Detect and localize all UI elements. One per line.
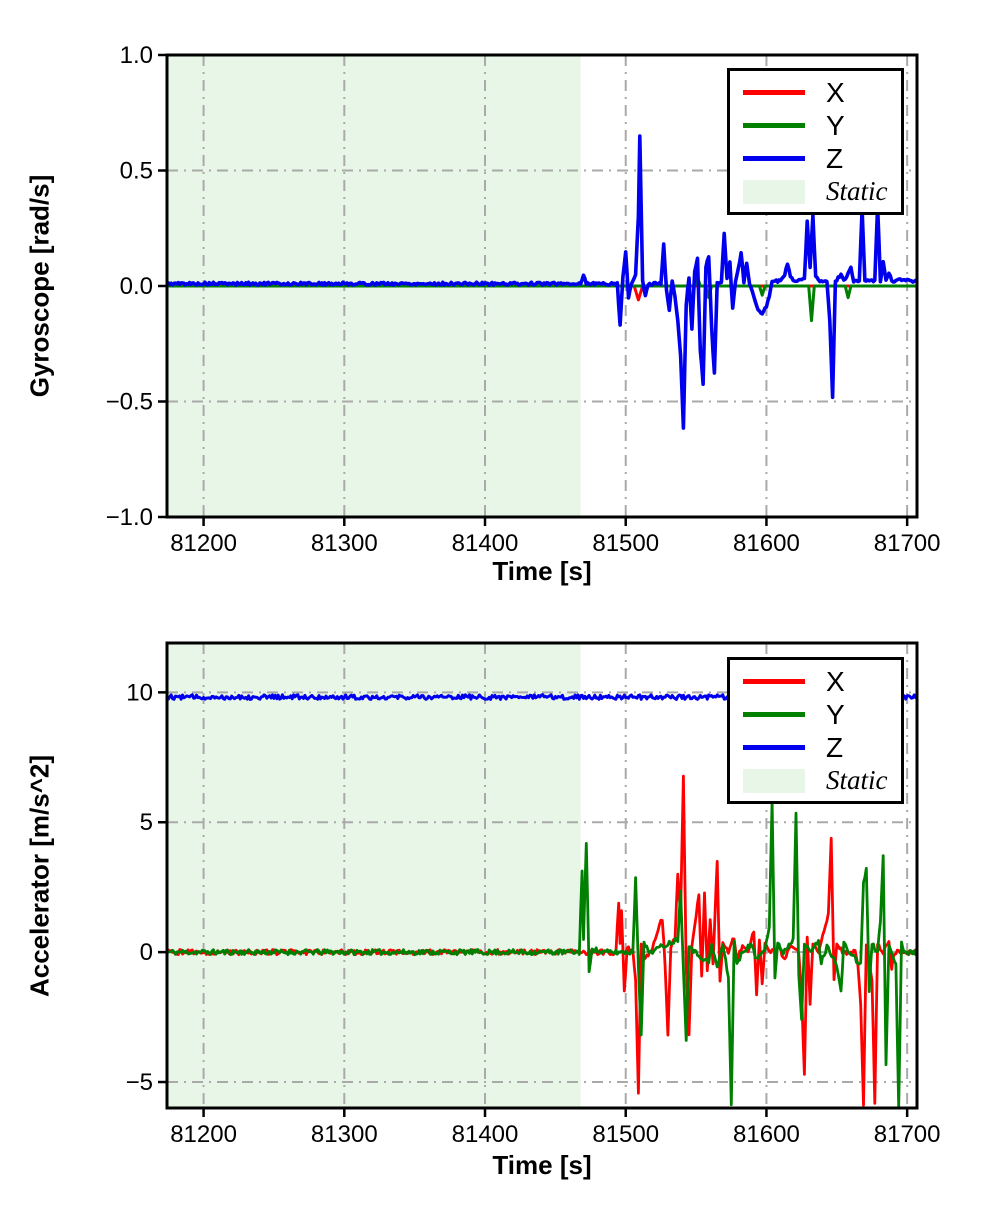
static-region	[167, 643, 581, 1108]
y-tick-label: 1.0	[120, 42, 153, 69]
legend-entry-static: Static	[730, 175, 901, 208]
y-tick-label: 5	[140, 809, 153, 836]
legend-label-z: Z	[826, 731, 844, 763]
legend-entry-y: Y	[730, 698, 901, 731]
x-tick-label: 81600	[733, 1121, 800, 1148]
static-region-swatch	[743, 179, 805, 204]
y-tick-label: 10	[126, 679, 153, 706]
y-series-line-swatch	[743, 712, 805, 717]
legend-label-z: Z	[826, 142, 844, 174]
gyroscope-chart: 81200 81300 81400 81500 81600 81700 1.0 0.5 0.0 −…	[106, 42, 941, 557]
legend-entry-z: Z	[730, 731, 901, 764]
z-series-line-swatch	[743, 156, 805, 161]
legend-entry-x: X	[730, 76, 901, 109]
x-tick-label: 81300	[311, 1121, 378, 1148]
x-series-line-swatch	[743, 90, 805, 95]
legend-label-x: X	[826, 665, 845, 697]
legend-label-y: Y	[826, 698, 845, 730]
x-tick-label: 81200	[170, 1121, 237, 1148]
y-tick-label: −1.0	[106, 504, 153, 531]
x-tick-label: 81500	[592, 1121, 659, 1148]
x-series-line-swatch	[743, 679, 805, 684]
gyro-x-axis-label: Time [s]	[492, 556, 592, 586]
legend-label-y: Y	[826, 109, 845, 141]
accel-legend: X Y Z Static	[727, 657, 904, 804]
legend-entry-static: Static	[730, 764, 901, 797]
accel-x-axis-label: Time [s]	[492, 1150, 592, 1180]
x-tick-label: 81700	[874, 530, 941, 557]
y-tick-label: 0	[140, 939, 153, 966]
accel-y-axis-label: Accelerator [m/s^2]	[24, 754, 55, 998]
y-series-line-swatch	[743, 123, 805, 128]
accelerator-chart: 81200 81300 81400 81500 81600 81700 10 5 0 −5	[126, 641, 941, 1148]
x-tick-label: 81600	[733, 530, 800, 557]
series-line-z	[167, 134, 917, 430]
y-tick-label: 0.0	[120, 273, 153, 300]
gyro-y-axis-label: Gyroscope [rad/s]	[24, 174, 55, 398]
static-region-swatch	[743, 768, 805, 793]
legend-label-x: X	[826, 76, 845, 108]
x-tick-label: 81400	[452, 530, 519, 557]
x-tick-label: 81700	[874, 1121, 941, 1148]
plot-border	[165, 641, 919, 1110]
y-tick-label: −0.5	[106, 389, 153, 416]
x-tick-label: 81200	[170, 530, 237, 557]
legend-label-static: Static	[826, 765, 888, 795]
legend-entry-y: Y	[730, 109, 901, 142]
y-tick-label: 0.5	[120, 158, 153, 185]
series-group	[167, 134, 917, 430]
legend-entry-z: Z	[730, 142, 901, 175]
gyro-legend: X Y Z Static	[727, 68, 904, 215]
y-tick-label: −5	[126, 1069, 153, 1096]
x-tick-label: 81300	[311, 530, 378, 557]
x-tick-label: 81500	[592, 530, 659, 557]
x-tick-label: 81400	[452, 1121, 519, 1148]
legend-entry-x: X	[730, 665, 901, 698]
z-series-line-swatch	[743, 745, 805, 750]
legend-label-static: Static	[826, 176, 888, 206]
series-line-y	[167, 800, 917, 1108]
